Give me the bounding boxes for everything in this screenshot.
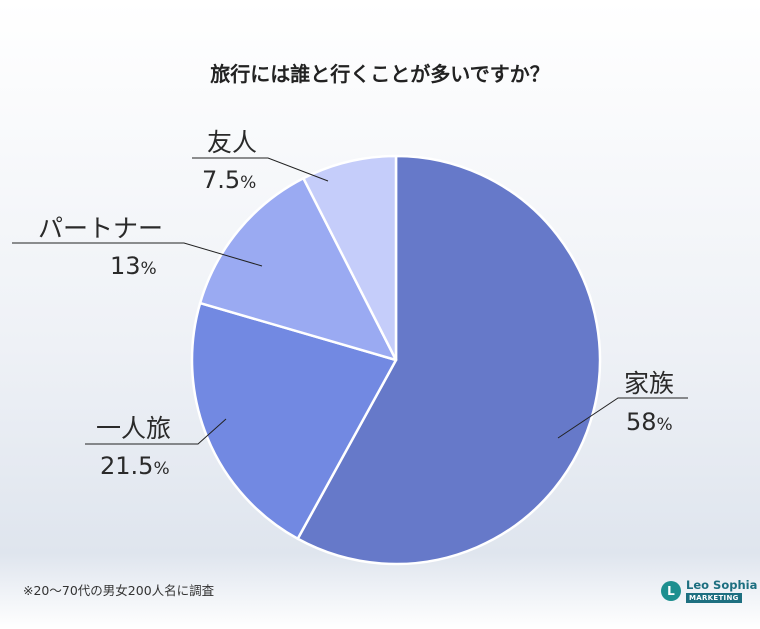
leader-line-friend (192, 157, 329, 182)
leader-lines (12, 157, 688, 445)
slice-label-friend: 友人 (207, 128, 257, 157)
slice-label-partner: パートナー (38, 214, 163, 243)
slice-value-friend-unit: % (240, 173, 256, 193)
slice-value-friend-number: 7.5 (202, 166, 240, 194)
survey-footnote: ※20〜70代の男女200人名に調査 (23, 583, 215, 598)
logo-name: Leo Sophia (686, 578, 758, 592)
leader-line-family (557, 397, 688, 439)
slice-value-family-unit: % (657, 415, 673, 435)
slice-value-solo-number: 21.5 (100, 452, 153, 480)
slice-value-partner-number: 13 (110, 252, 141, 280)
pie-slice-partner (198, 176, 398, 362)
slice-value-family: 58% (626, 408, 673, 436)
leader-line-partner (12, 242, 263, 267)
slice-label-solo: 一人旅 (96, 414, 171, 443)
brand-logo: L Leo Sophia MARKETING (661, 578, 757, 604)
slice-value-solo: 21.5% (100, 452, 170, 480)
slice-value-partner: 13% (110, 252, 157, 280)
logo-mark-icon: L (661, 581, 681, 601)
slice-value-solo-unit: % (153, 459, 169, 479)
slice-value-partner-unit: % (141, 259, 157, 279)
chart-title: 旅行には誰と行くことが多いですか？ (210, 62, 550, 86)
pie-slices (190, 154, 602, 566)
slice-value-friend: 7.5% (202, 166, 256, 194)
slice-value-family-number: 58 (626, 408, 657, 436)
logo-subtitle: MARKETING (686, 593, 742, 603)
slice-label-family: 家族 (624, 369, 674, 398)
leader-line-solo (85, 418, 227, 445)
pie-slice-solo (190, 301, 398, 541)
pie-slice-family (296, 154, 602, 566)
pie-slice-friend (302, 154, 398, 362)
